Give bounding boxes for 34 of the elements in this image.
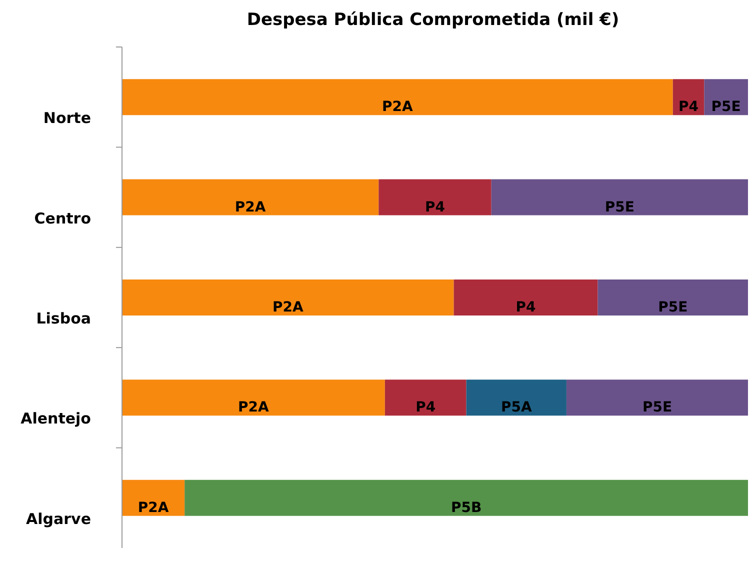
series-label: P5E [658, 299, 688, 316]
bar [122, 480, 185, 516]
bar [598, 279, 748, 316]
series-label: P4 [516, 299, 536, 316]
bar [122, 380, 385, 416]
y-tick-label: Algarve [26, 510, 91, 528]
series-label: P5B [450, 500, 482, 516]
bar [566, 380, 748, 416]
bar [122, 79, 673, 116]
text: P5E [642, 399, 672, 416]
series-label: P5A [500, 399, 532, 416]
chart-title: Despesa Pública Comprometida (mil €) [246, 9, 620, 32]
bar [378, 179, 492, 216]
text: P4 [424, 199, 446, 216]
series-label: P2A [272, 299, 304, 316]
bar [384, 380, 466, 416]
bar [454, 279, 598, 316]
bar [122, 179, 379, 216]
bar [491, 179, 748, 216]
bar [122, 279, 454, 316]
y-tick-label: Alentejo [20, 410, 91, 428]
y-tick-label: Norte [43, 109, 91, 128]
text: P4 [678, 98, 699, 115]
bar [466, 380, 566, 416]
text: P2A [382, 98, 413, 115]
y-tick-label: Centro [34, 209, 91, 228]
text: P2A [234, 199, 266, 216]
text: P2A [238, 399, 269, 416]
bar [184, 480, 748, 516]
text: P5E [711, 98, 741, 115]
text: P2A [138, 500, 169, 516]
y-tick-label: Lisboa [36, 310, 91, 328]
text: P5E [604, 199, 634, 216]
text: P4 [416, 399, 436, 416]
